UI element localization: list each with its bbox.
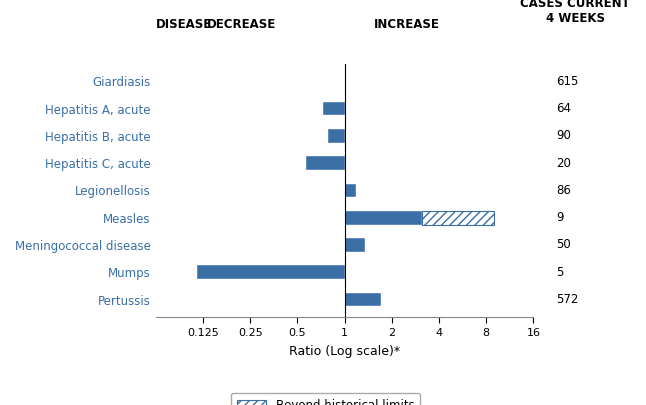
Bar [344,75,346,88]
Text: 50: 50 [556,239,571,252]
Text: 90: 90 [556,129,571,143]
Text: 86: 86 [556,184,571,197]
X-axis label: Ratio (Log scale)*: Ratio (Log scale)* [289,345,400,358]
Text: DECREASE: DECREASE [207,18,276,31]
Text: 615: 615 [556,75,578,88]
Bar [344,211,422,224]
Legend: Beyond historical limits: Beyond historical limits [231,393,421,405]
Bar [344,293,382,306]
Text: 64: 64 [556,102,571,115]
Text: INCREASE: INCREASE [374,18,440,31]
Bar [422,211,494,224]
Text: DISEASE: DISEASE [156,18,212,31]
Bar [328,129,344,143]
Text: 572: 572 [556,293,578,306]
Bar [197,265,344,279]
Text: 9: 9 [556,211,563,224]
Bar [344,238,365,252]
Text: CASES CURRENT
4 WEEKS: CASES CURRENT 4 WEEKS [521,0,630,25]
Bar [306,156,344,170]
Text: 20: 20 [556,157,571,170]
Bar [323,102,344,115]
Text: 5: 5 [556,266,563,279]
Bar [344,183,356,197]
